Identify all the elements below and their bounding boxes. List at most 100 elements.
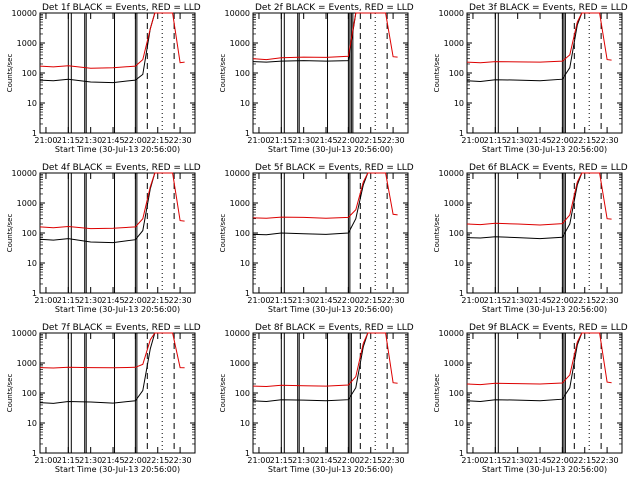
x-tick-label: 22:00 <box>337 456 360 465</box>
x-tick-label: 22:30 <box>169 456 192 465</box>
x-tick-label: 22:15 <box>573 136 596 145</box>
y-tick-label: 1 <box>245 449 250 458</box>
x-tick-label: 21:30 <box>506 296 529 305</box>
x-tick-label: 22:15 <box>146 296 169 305</box>
x-axis-label: Start Time (30-Jul-13 20:56:00) <box>55 465 180 474</box>
x-tick-label: 21:30 <box>79 136 102 145</box>
y-axis-label: Counts/sec <box>219 374 227 413</box>
x-tick-label: 22:00 <box>337 296 360 305</box>
x-tick-label: 21:00 <box>461 296 484 305</box>
x-tick-label: 22:30 <box>382 136 405 145</box>
lld-series-line <box>252 172 398 219</box>
y-tick-label: 1000 <box>230 199 250 208</box>
panel-5: Det 5f BLACK = Events, RED = LLD 1 10 100 10… <box>219 163 414 314</box>
x-tick-label: 21:30 <box>292 296 315 305</box>
events-series-line <box>252 332 386 403</box>
events-series-line <box>39 172 173 244</box>
y-axis-label: Counts/sec <box>219 54 227 93</box>
panel-8: Det 8f BLACK = Events, RED = LLD 1 10 100 10… <box>219 323 414 474</box>
x-tick-label: 22:30 <box>596 456 619 465</box>
y-tick-label: 1000 <box>230 39 250 48</box>
y-tick-label: 1 <box>245 289 250 298</box>
x-tick-label: 22:00 <box>124 296 147 305</box>
y-tick-label: 1 <box>245 129 250 138</box>
x-tick-label: 22:30 <box>596 296 619 305</box>
y-tick-label: 10 <box>27 259 37 268</box>
y-tick-label: 100 <box>235 229 250 238</box>
y-tick-label: 10000 <box>225 9 250 18</box>
y-axis-label: Counts/sec <box>433 54 441 93</box>
y-tick-label: 100 <box>235 69 250 78</box>
x-tick-label: 22:15 <box>146 136 169 145</box>
x-tick-label: 22:00 <box>337 136 360 145</box>
y-tick-label: 10 <box>454 99 464 108</box>
x-axis-label: Start Time (30-Jul-13 20:56:00) <box>268 145 393 154</box>
y-tick-label: 1000 <box>444 359 464 368</box>
y-tick-label: 10 <box>27 419 37 428</box>
x-tick-label: 21:30 <box>506 456 529 465</box>
y-tick-label: 10 <box>240 259 250 268</box>
y-tick-label: 100 <box>22 389 37 398</box>
y-tick-label: 10 <box>454 259 464 268</box>
y-tick-label: 10000 <box>12 169 37 178</box>
lld-series-line <box>252 332 398 388</box>
y-axis-label: Counts/sec <box>433 214 441 253</box>
lld-series-line <box>39 332 185 369</box>
y-tick-label: 10000 <box>439 169 464 178</box>
x-tick-label: 21:30 <box>292 136 315 145</box>
panel-title: Det 9f BLACK = Events, RED = LLD <box>469 323 628 333</box>
y-tick-label: 1 <box>32 449 37 458</box>
lld-series-line <box>466 12 612 64</box>
panel-2: Det 2f BLACK = Events, RED = LLD 1 10 100 10… <box>219 3 414 154</box>
x-tick-label: 22:30 <box>169 136 192 145</box>
x-tick-label: 21:45 <box>528 136 551 145</box>
x-tick-label: 21:00 <box>34 136 57 145</box>
x-tick-label: 21:15 <box>270 296 293 305</box>
y-axis-label: Counts/sec <box>433 374 441 413</box>
x-tick-label: 22:30 <box>596 136 619 145</box>
lld-series-line <box>252 12 398 61</box>
y-tick-label: 1 <box>459 129 464 138</box>
panel-title: Det 7f BLACK = Events, RED = LLD <box>42 323 201 333</box>
x-tick-label: 21:45 <box>314 296 337 305</box>
x-tick-label: 21:15 <box>484 296 507 305</box>
y-tick-label: 10000 <box>12 9 37 18</box>
y-tick-label: 1000 <box>230 359 250 368</box>
x-tick-label: 21:15 <box>484 456 507 465</box>
y-tick-label: 1 <box>32 289 37 298</box>
panel-title: Det 3f BLACK = Events, RED = LLD <box>469 3 628 13</box>
y-tick-label: 1000 <box>17 39 37 48</box>
y-axis-label: Counts/sec <box>6 214 14 253</box>
y-axis-label: Counts/sec <box>6 374 14 413</box>
y-tick-label: 100 <box>22 229 37 238</box>
lld-series-line <box>466 332 612 386</box>
x-tick-label: 21:30 <box>506 136 529 145</box>
y-tick-label: 10 <box>240 419 250 428</box>
x-tick-label: 22:15 <box>573 456 596 465</box>
y-tick-label: 10 <box>454 419 464 428</box>
x-tick-label: 21:30 <box>292 456 315 465</box>
x-tick-label: 21:15 <box>57 136 80 145</box>
x-tick-label: 22:00 <box>124 456 147 465</box>
x-tick-label: 22:15 <box>359 296 382 305</box>
x-tick-label: 21:00 <box>247 456 270 465</box>
events-series-line <box>252 172 386 236</box>
x-tick-label: 21:00 <box>34 456 57 465</box>
panel-9: Det 9f BLACK = Events, RED = LLD 1 10 100 10… <box>433 323 628 474</box>
x-axis-label: Start Time (30-Jul-13 20:56:00) <box>55 145 180 154</box>
y-axis-label: Counts/sec <box>6 54 14 93</box>
x-tick-label: 22:00 <box>551 136 574 145</box>
x-tick-label: 21:15 <box>57 456 80 465</box>
y-tick-label: 100 <box>235 389 250 398</box>
panel-title: Det 5f BLACK = Events, RED = LLD <box>255 163 414 173</box>
x-tick-label: 21:30 <box>79 296 102 305</box>
y-tick-label: 1 <box>32 129 37 138</box>
x-tick-label: 22:30 <box>382 456 405 465</box>
x-tick-label: 22:30 <box>382 296 405 305</box>
y-tick-label: 10000 <box>225 329 250 338</box>
x-tick-label: 21:30 <box>79 456 102 465</box>
x-tick-label: 21:15 <box>57 296 80 305</box>
panel-title: Det 2f BLACK = Events, RED = LLD <box>255 3 414 13</box>
x-axis-label: Start Time (30-Jul-13 20:56:00) <box>268 465 393 474</box>
